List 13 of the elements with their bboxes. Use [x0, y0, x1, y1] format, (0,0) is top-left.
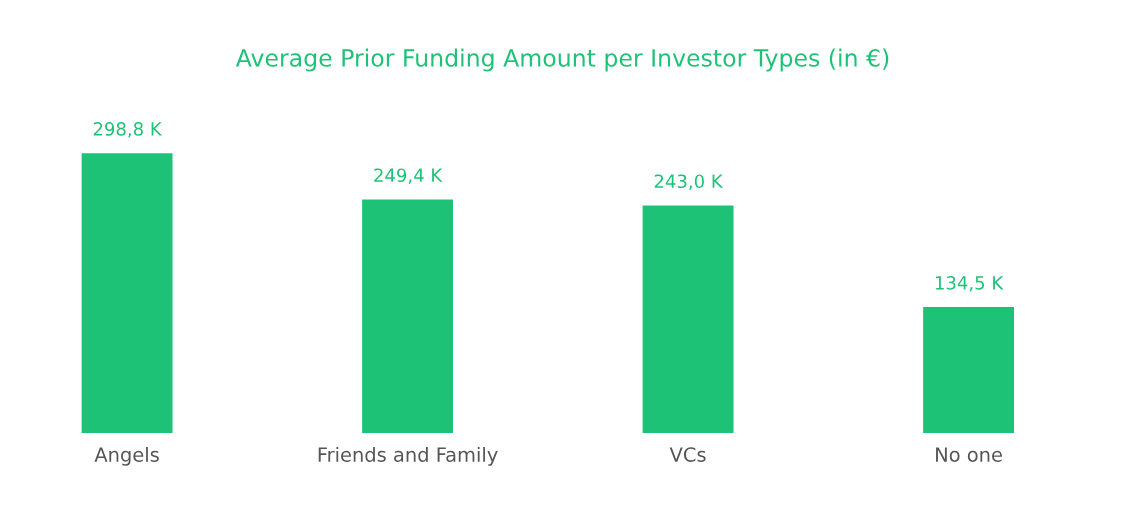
x-tick-label: No one — [936, 447, 1002, 462]
bar — [923, 307, 1015, 433]
data-label: 298,8 K — [93, 122, 163, 138]
bar — [642, 205, 734, 433]
chart-title: Average Prior Funding Amount per Investor Types (in €) — [235, 48, 889, 72]
data-label: 243,0 K — [654, 174, 724, 190]
x-tick-label: VCs — [669, 447, 706, 462]
data-label: 134,5 K — [935, 275, 1004, 292]
data-label: 249,4 K — [374, 168, 443, 184]
bar — [81, 153, 173, 433]
x-tick-label: Angels — [94, 446, 159, 466]
x-tick-label: Friends and Family — [318, 446, 498, 466]
bar — [362, 199, 454, 433]
